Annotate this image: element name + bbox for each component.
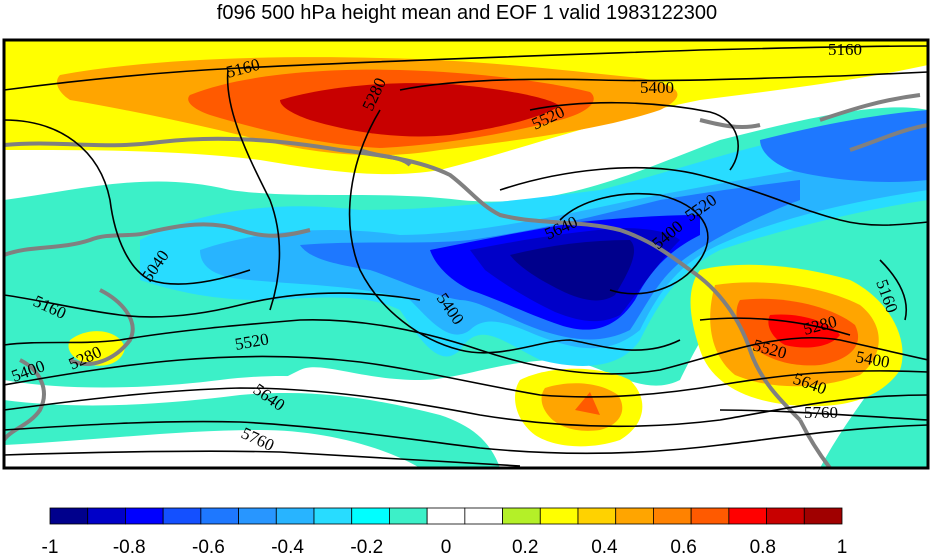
contour-5280-north <box>226 69 281 311</box>
contour-5160-north <box>4 45 928 91</box>
contour-5280-east <box>699 317 851 336</box>
colorbar-tick-label: 0 <box>441 537 452 558</box>
colorbar-swatch <box>577 507 617 525</box>
map-title: f096 500 hPa height mean and EOF 1 valid… <box>216 2 718 24</box>
colorbar-tick-label: 0.2 <box>512 537 538 558</box>
colorbar-tick-labels: -1 -0.8 -0.6 -0.4 -0.2 0 0.2 0.4 0.6 0.8 1 <box>42 537 848 558</box>
colorbar-swatch <box>803 507 843 525</box>
colorbar-tick-label: -0.2 <box>350 537 383 558</box>
contour-label: 5400 <box>640 78 674 97</box>
contour-5400-north <box>399 71 928 91</box>
colorbar-swatch <box>766 507 805 525</box>
colorbar-swatches <box>49 507 843 525</box>
colorbar-swatch <box>162 507 202 525</box>
contour-5640-ring <box>559 192 709 295</box>
colorbar-swatch <box>502 507 541 525</box>
colorbar-swatch <box>125 507 164 525</box>
colorbar-swatch <box>464 507 503 525</box>
contour-5160-west <box>4 292 421 318</box>
darkred-band-north <box>280 83 560 137</box>
colorbar-swatch <box>238 507 277 525</box>
colorbar-swatch <box>389 507 428 525</box>
colorbar-tick-label: -0.6 <box>192 537 225 558</box>
height-contours <box>4 45 928 467</box>
map-border <box>2 38 930 470</box>
contour-5760-east <box>719 409 928 421</box>
contour-5520-north <box>529 101 739 171</box>
colorbar-tick-label: -0.4 <box>271 537 304 558</box>
colorbar-swatch <box>690 507 730 525</box>
contour-label: 5760 <box>804 403 838 422</box>
ne-blue-patch <box>760 110 928 182</box>
contour-5400-west <box>4 355 928 398</box>
contour-label: 5160 <box>828 40 862 59</box>
colorbar-swatch <box>351 507 390 525</box>
south-red-blob <box>575 392 600 415</box>
colorbar-swatch <box>313 507 353 525</box>
colorbar-swatch <box>275 507 315 525</box>
colorbar-tick-label: 0.6 <box>670 537 696 558</box>
contour-5280-west <box>4 318 928 375</box>
cyan-region-west <box>4 281 110 360</box>
colorbar-tick-label: 0.4 <box>591 537 618 558</box>
contour-5160-east <box>879 259 907 321</box>
colorbar-tick-label: 0.8 <box>750 537 776 558</box>
colorbar-swatch <box>87 507 126 525</box>
colorbar-swatch <box>615 507 654 525</box>
coastlines <box>4 93 928 468</box>
colorbar-swatch <box>539 507 579 525</box>
contour-5400-mid <box>348 109 681 354</box>
contour-5520-mid <box>499 166 928 226</box>
colorbar-tick-label: -1 <box>42 537 59 558</box>
map-panel: 5160 5160 5280 5400 5520 5640 5520 5400 … <box>2 38 930 470</box>
shaded-field: 5160 5160 5280 5400 5520 5640 5520 5400 … <box>4 40 928 468</box>
colorbar-swatch <box>728 507 767 525</box>
colorbar-tick-label: -0.8 <box>113 537 146 558</box>
contour-5040 <box>4 119 251 285</box>
sw-cyan-strip <box>4 392 500 468</box>
contour-5760-south <box>4 450 521 467</box>
colorbar-tick-label: 1 <box>837 537 848 558</box>
colorbar-swatch <box>426 507 466 525</box>
colorbar-swatch <box>653 507 692 525</box>
colorbar-swatch <box>200 507 239 525</box>
contour-5640-south <box>4 420 928 455</box>
deepest-trough <box>510 240 635 301</box>
colorbar-swatch <box>49 507 89 525</box>
